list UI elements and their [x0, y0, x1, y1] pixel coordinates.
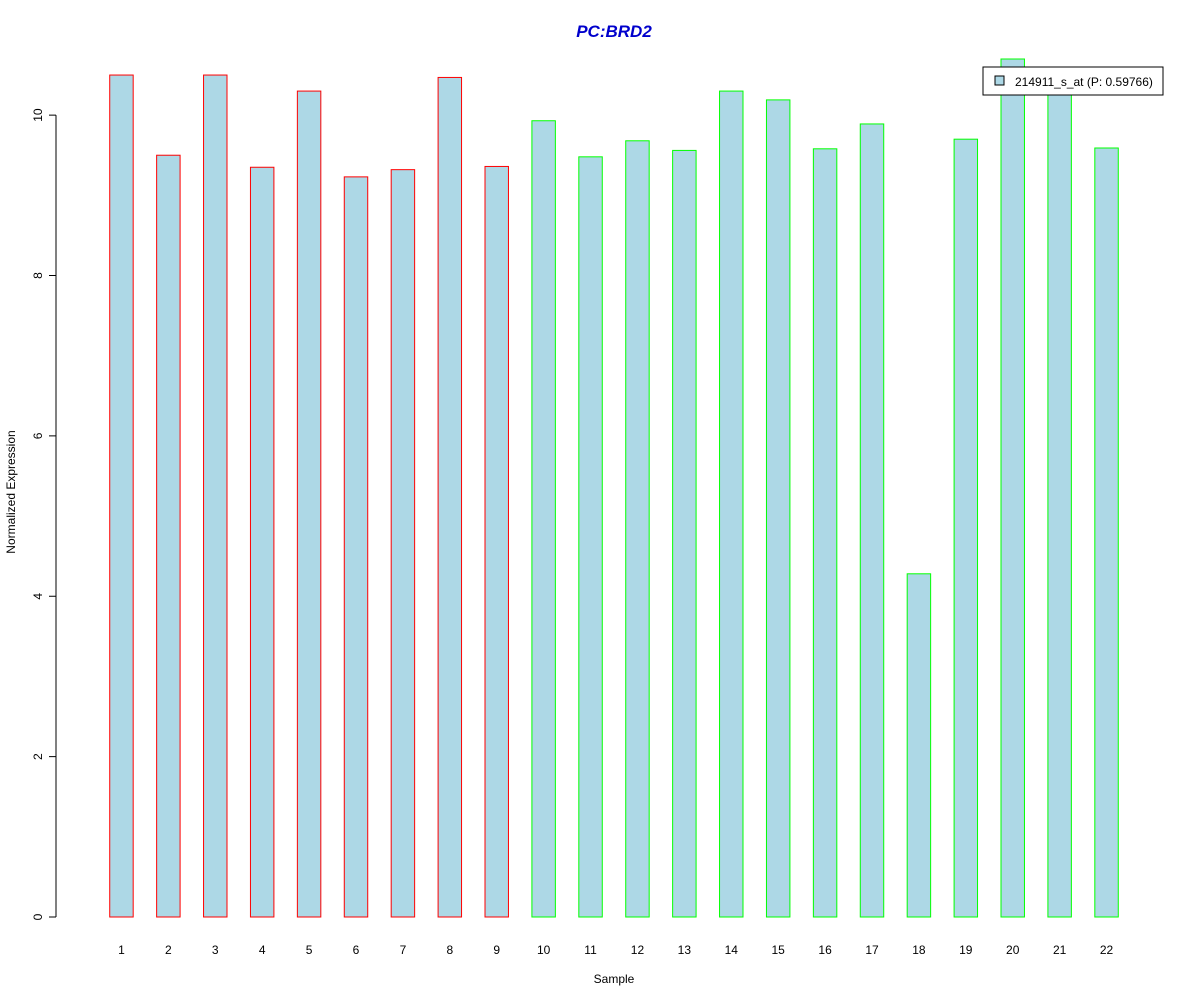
x-tick-label: 8 [446, 943, 453, 957]
x-tick-label: 19 [959, 943, 973, 957]
bar-sample-16 [812, 148, 838, 918]
bar-sample-21 [1047, 83, 1072, 918]
legend-box [982, 66, 1164, 96]
chart-title: PC:BRD2 [576, 22, 652, 41]
bar-sample-19 [953, 138, 979, 918]
x-tick-label: 15 [772, 943, 786, 957]
x-tick-label: 6 [353, 943, 360, 957]
x-tick-label: 18 [912, 943, 926, 957]
bar-sample-18 [906, 573, 932, 918]
x-tick-label: 3 [212, 943, 219, 957]
y-tick-label: 2 [31, 753, 45, 760]
bar-sample-10 [531, 120, 556, 918]
legend-swatch [994, 75, 1005, 86]
bar-sample-14 [719, 90, 744, 918]
y-tick-label: 6 [31, 432, 45, 439]
x-tick-label: 13 [678, 943, 692, 957]
bar-sample-15 [765, 99, 791, 918]
y-axis-label: Normalized Expression [4, 430, 18, 553]
x-tick-label: 2 [165, 943, 172, 957]
x-tick-label: 10 [537, 943, 551, 957]
x-tick-label: 16 [818, 943, 832, 957]
y-tick-label: 4 [31, 593, 45, 600]
x-tick-label: 20 [1006, 943, 1020, 957]
y-tick-label: 8 [31, 272, 45, 279]
bars [109, 58, 1119, 918]
legend-entry-label: 214911_s_at (P: 0.59766) [1015, 75, 1153, 89]
x-tick-label: 17 [865, 943, 879, 957]
x-tick-label: 12 [631, 943, 645, 957]
x-tick-label: 1 [118, 943, 125, 957]
x-tick-label: 14 [725, 943, 739, 957]
bar-sample-5 [296, 90, 322, 918]
x-tick-label: 4 [259, 943, 266, 957]
x-tick-label: 22 [1100, 943, 1114, 957]
x-axis-label: Sample [594, 972, 635, 986]
bar-sample-6 [343, 176, 369, 918]
bar-sample-20 [1000, 58, 1025, 918]
legend: 214911_s_at (P: 0.59766) [982, 66, 1164, 96]
x-tick-label: 11 [584, 943, 597, 957]
bar-sample-7 [390, 169, 416, 918]
bar-sample-12 [625, 140, 650, 918]
bar-sample-4 [249, 166, 275, 918]
bar-sample-2 [156, 154, 181, 918]
bar-sample-9 [484, 165, 509, 918]
x-tick-label: 21 [1053, 943, 1067, 957]
y-tick-label: 10 [31, 108, 45, 122]
bar-sample-3 [203, 74, 228, 918]
y-tick-label: 0 [31, 913, 45, 920]
x-tick-label: 5 [306, 943, 313, 957]
bar-sample-8 [437, 76, 463, 918]
bar-sample-1 [109, 74, 134, 918]
bar-sample-13 [672, 149, 697, 918]
bar-sample-17 [859, 123, 885, 918]
bar-sample-11 [578, 156, 603, 918]
bar-sample-22 [1094, 147, 1119, 918]
y-axis: 0 2 4 6 8 10 [31, 108, 57, 920]
x-tick-labels: 1 2 3 4 5 6 7 8 9 10 11 12 13 14 15 16 17 18 19 20 21 22 [118, 943, 1113, 957]
x-tick-label: 7 [400, 943, 407, 957]
x-tick-label: 9 [493, 943, 500, 957]
